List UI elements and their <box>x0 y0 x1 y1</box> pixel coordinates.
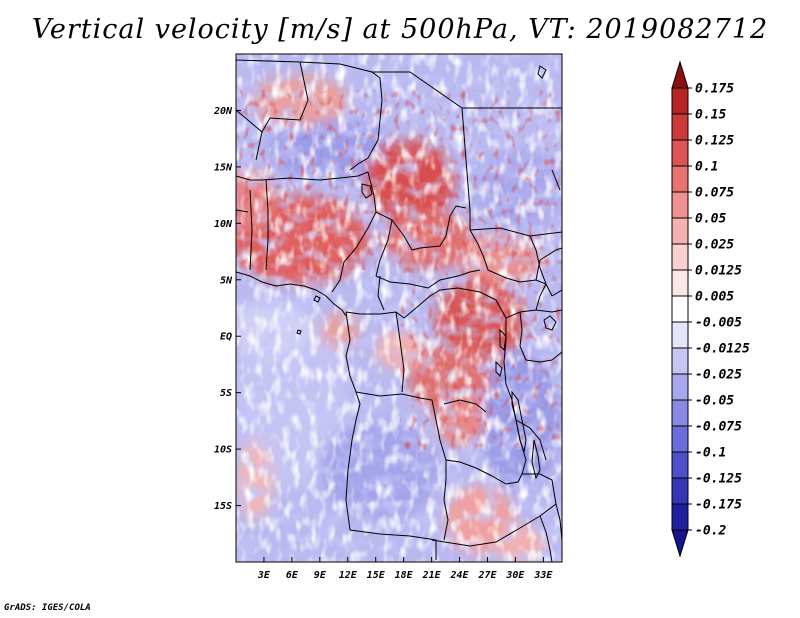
colorbar-label: 0.025 <box>695 238 734 253</box>
lon-tick-label: 33E <box>533 570 553 581</box>
colorbar-segment <box>671 87 689 115</box>
lat-tick-label: 10S <box>214 445 232 456</box>
colorbar-segment <box>671 191 689 219</box>
lat-tick-label: 15N <box>214 162 233 173</box>
lon-tick-label: 12E <box>339 570 358 581</box>
lon-tick-label: 9E <box>314 570 327 581</box>
lon-tick-label: 30E <box>505 570 525 581</box>
colorbar-label: 0.005 <box>695 290 734 305</box>
colorbar-label: 0.075 <box>695 186 734 201</box>
colorbar-label: -0.075 <box>695 420 742 435</box>
colorbar-segment <box>671 243 689 271</box>
colorbar-segment <box>671 217 689 245</box>
lon-tick-label: 21E <box>422 570 442 581</box>
colorbar-label: -0.025 <box>695 368 742 383</box>
colorbar-label: -0.1 <box>695 446 726 461</box>
colorbar-segment <box>671 269 689 297</box>
colorbar-segment <box>671 425 689 453</box>
vertical-velocity-field <box>236 54 562 562</box>
colorbar-segment <box>671 373 689 401</box>
colorbar-label: 0.05 <box>695 212 726 227</box>
lat-tick-label: EQ <box>220 332 232 343</box>
lat-tick-label: 20N <box>213 106 233 117</box>
lat-tick-label: 5S <box>220 388 232 399</box>
grads-credit: GrADS: IGES/COLA <box>4 603 91 613</box>
colorbar-segment <box>671 451 689 479</box>
latitude-axis: 20N 15N 10N 5N EQ 5S 10S 15S <box>213 106 241 512</box>
colorbar-label: -0.125 <box>695 472 742 487</box>
lat-tick-label: 10N <box>214 219 233 230</box>
lat-tick-label: 5N <box>220 275 233 286</box>
colorbar-label: -0.005 <box>695 316 742 331</box>
colorbar-segment <box>671 295 689 323</box>
colorbar-segment <box>671 139 689 167</box>
colorbar-label: 0.175 <box>695 82 734 97</box>
map-frame <box>235 53 563 563</box>
colorbar-segment <box>671 503 689 531</box>
lon-tick-label: 3E <box>257 570 271 581</box>
longitude-axis: 3E 6E 9E 12E 15E 18E 21E 24E 27E 30E 33E <box>257 557 553 581</box>
lat-tick-label: 15S <box>214 501 232 512</box>
colorbar-label: -0.0125 <box>695 342 750 357</box>
colorbar-label: 0.1 <box>695 160 718 175</box>
lon-tick-label: 27E <box>477 570 497 581</box>
colorbar-label: -0.05 <box>695 394 734 409</box>
colorbar-segment <box>671 165 689 193</box>
colorbar-label: 0.0125 <box>695 264 742 279</box>
map-title: Vertical velocity [m/s] at 500hPa, VT: 2… <box>31 14 769 45</box>
colorbar-segment <box>671 399 689 427</box>
colorbar-top-arrow <box>671 60 689 89</box>
colorbar-segment <box>671 347 689 375</box>
colorbar-segment <box>671 321 689 349</box>
colorbar-segment <box>671 113 689 141</box>
country-borders <box>236 59 562 562</box>
colorbar-bottom-arrow <box>671 529 689 558</box>
lon-tick-label: 15E <box>367 570 386 581</box>
colorbar-label: -0.2 <box>695 524 726 539</box>
lon-tick-label: 24E <box>450 570 470 581</box>
colorbar-label: 0.15 <box>695 108 726 123</box>
colorbar-label: -0.175 <box>695 498 742 513</box>
colorbar: 0.175 0.15 0.125 0.1 0.075 0.05 0.025 0.0125 0.0… <box>671 60 750 558</box>
lon-tick-label: 6E <box>286 570 299 581</box>
colorbar-label: 0.125 <box>695 134 734 149</box>
colorbar-segment <box>671 477 689 505</box>
lon-tick-label: 18E <box>395 570 414 581</box>
